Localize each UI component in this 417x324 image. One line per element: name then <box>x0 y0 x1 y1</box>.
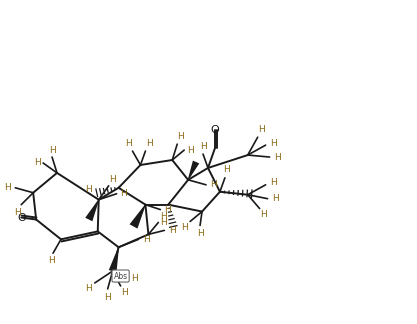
Text: H: H <box>85 185 92 194</box>
Text: H: H <box>272 194 279 203</box>
Text: H: H <box>120 189 127 198</box>
Text: H: H <box>34 158 40 168</box>
Text: H: H <box>160 212 167 221</box>
Text: H: H <box>274 153 281 162</box>
Text: H: H <box>224 166 230 174</box>
Text: H: H <box>49 145 55 155</box>
Text: H: H <box>197 229 203 238</box>
Text: H: H <box>125 139 132 148</box>
Text: H: H <box>109 175 116 184</box>
Text: H: H <box>181 223 188 232</box>
Text: H: H <box>169 226 176 235</box>
Text: H: H <box>4 183 11 192</box>
Text: Abs: Abs <box>113 272 128 281</box>
Polygon shape <box>188 161 199 180</box>
Text: H: H <box>164 205 171 214</box>
Text: H: H <box>14 208 21 217</box>
Text: H: H <box>146 139 153 148</box>
Text: H: H <box>131 274 138 284</box>
Polygon shape <box>130 204 146 228</box>
Text: H: H <box>260 210 267 219</box>
Text: H: H <box>270 139 277 148</box>
Polygon shape <box>109 247 119 272</box>
Text: H: H <box>270 178 277 187</box>
Text: O: O <box>17 213 25 223</box>
Text: H: H <box>160 218 167 227</box>
Text: H: H <box>48 256 55 265</box>
Text: H: H <box>85 284 92 294</box>
Text: O: O <box>211 125 219 135</box>
Text: H: H <box>121 288 128 297</box>
Text: H: H <box>200 142 206 151</box>
Text: H: H <box>211 180 217 189</box>
Text: H: H <box>177 132 183 141</box>
Polygon shape <box>85 200 99 221</box>
Text: H: H <box>143 235 150 244</box>
Text: H: H <box>187 145 193 155</box>
Text: H: H <box>104 293 111 302</box>
Text: H: H <box>258 125 265 134</box>
